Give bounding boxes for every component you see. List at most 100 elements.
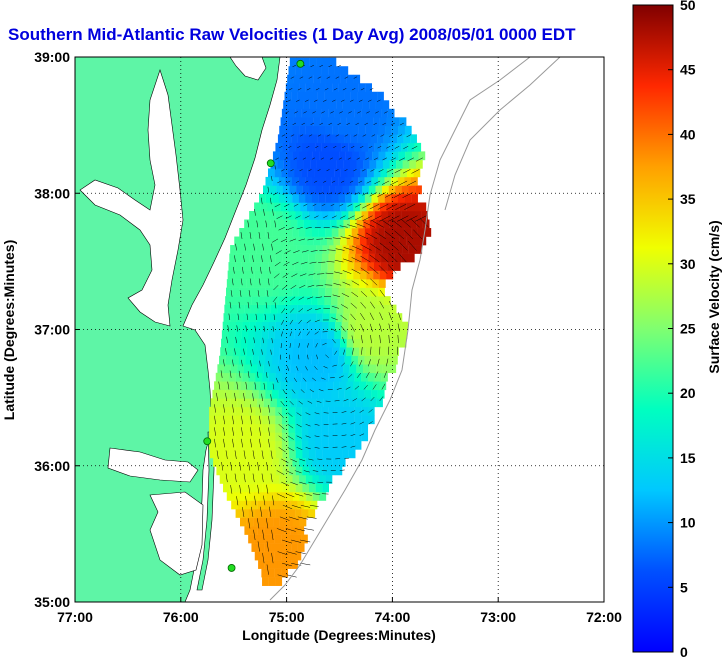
velocity-cell — [342, 449, 349, 459]
velocity-arrow — [308, 134, 313, 137]
velocity-arrow — [247, 301, 250, 309]
velocity-cell — [318, 389, 326, 399]
velocity-cell — [296, 313, 304, 322]
velocity-cell — [210, 398, 218, 408]
velocity-cell — [322, 185, 330, 195]
velocity-cell — [320, 236, 328, 246]
velocity-cell — [264, 560, 272, 569]
velocity-cell — [291, 134, 298, 144]
velocity-arrow — [305, 227, 312, 229]
velocity-cell — [325, 228, 332, 237]
velocity-cell — [298, 228, 306, 237]
velocity-cell — [254, 338, 261, 348]
velocity-cell — [221, 338, 228, 348]
radar-station-marker — [266, 159, 275, 168]
velocity-cell — [310, 91, 318, 101]
velocity-arrow — [253, 337, 255, 344]
velocity-arrow — [305, 447, 311, 450]
velocity-cell — [326, 270, 334, 280]
velocity-cell — [285, 457, 293, 467]
velocity-arrow — [271, 552, 274, 564]
velocity-cell — [345, 287, 352, 297]
velocity-cell — [393, 330, 401, 340]
velocity-cell — [298, 176, 306, 186]
velocity-cell — [351, 228, 359, 237]
velocity-cell — [236, 449, 244, 459]
velocity-cell — [264, 500, 272, 510]
velocity-cell — [407, 210, 415, 220]
velocity-cell — [307, 117, 314, 127]
velocity-cell — [235, 509, 243, 518]
velocity-cell — [275, 321, 283, 331]
velocity-arrow — [361, 169, 366, 172]
velocity-arrow — [331, 215, 337, 219]
velocity-cell — [277, 543, 285, 552]
velocity-cell — [394, 142, 402, 152]
velocity-cell — [371, 228, 379, 237]
velocity-arrow — [258, 232, 261, 239]
velocity-cell — [259, 517, 267, 527]
velocity-arrow — [299, 458, 306, 462]
velocity-cell — [301, 66, 309, 76]
velocity-cell — [305, 176, 312, 186]
velocity-cell — [300, 202, 308, 212]
velocity-cell — [273, 236, 281, 246]
velocity-cell — [307, 338, 314, 348]
velocity-cell — [350, 91, 358, 101]
velocity-cell — [347, 262, 355, 271]
velocity-arrow — [247, 371, 250, 378]
velocity-cell — [345, 83, 353, 93]
velocity-arrow — [341, 99, 345, 102]
velocity-arrow — [282, 389, 287, 395]
velocity-arrow — [359, 421, 365, 425]
velocity-cell — [338, 287, 346, 297]
velocity-arrow — [266, 541, 269, 552]
velocity-arrow — [276, 528, 287, 533]
velocity-cell — [267, 236, 275, 246]
velocity-cell — [249, 466, 257, 476]
velocity-arrow — [347, 203, 353, 207]
velocity-cell — [239, 287, 247, 297]
velocity-cell — [301, 262, 309, 271]
velocity-cell — [300, 381, 307, 391]
velocity-cell — [222, 440, 230, 450]
velocity-cell — [363, 91, 371, 101]
velocity-cell — [255, 432, 263, 442]
velocity-cell — [387, 262, 394, 271]
velocity-cell — [260, 381, 268, 391]
velocity-cell — [299, 457, 306, 467]
velocity-cell — [293, 117, 301, 127]
velocity-arrow — [351, 245, 363, 251]
velocity-cell — [283, 159, 291, 169]
velocity-cell — [375, 185, 383, 195]
velocity-cell — [331, 176, 339, 186]
velocity-cell — [348, 449, 356, 459]
velocity-arrow — [243, 450, 246, 459]
velocity-arrow — [305, 435, 311, 438]
velocity-cell — [383, 296, 391, 305]
velocity-cell — [281, 568, 289, 578]
velocity-arrow — [393, 192, 404, 198]
velocity-cell — [329, 57, 337, 67]
velocity-arrow — [319, 64, 324, 68]
velocity-cell — [333, 338, 341, 348]
velocity-cell — [360, 262, 368, 271]
velocity-cell — [281, 432, 289, 442]
velocity-cell — [336, 219, 344, 229]
velocity-cell — [256, 313, 264, 322]
velocity-cell — [371, 287, 379, 297]
velocity-cell — [317, 296, 325, 305]
velocity-cell — [306, 151, 313, 161]
velocity-cell — [327, 262, 335, 271]
velocity-cell — [287, 262, 295, 271]
velocity-cell — [313, 381, 321, 391]
velocity-cell — [378, 151, 386, 161]
velocity-arrow — [323, 412, 329, 414]
velocity-cell — [312, 279, 320, 288]
velocity-cell — [266, 492, 274, 501]
velocity-cell — [253, 492, 261, 501]
velocity-arrow — [281, 134, 286, 137]
velocity-arrow — [352, 347, 354, 355]
velocity-cell — [284, 500, 291, 510]
velocity-arrow — [376, 99, 381, 102]
